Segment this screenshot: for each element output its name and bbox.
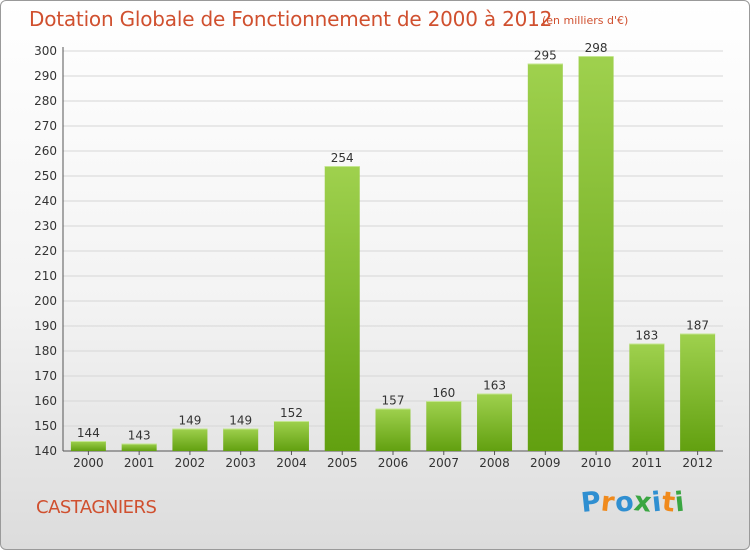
y-tick-label: 190	[34, 319, 57, 333]
x-tick-label: 2002	[175, 456, 206, 470]
y-tick-label: 230	[34, 219, 57, 233]
bar	[324, 166, 360, 451]
bar	[172, 428, 208, 451]
bar	[629, 343, 665, 451]
bar	[477, 393, 513, 451]
x-tick-label: 2003	[225, 456, 256, 470]
bar	[426, 401, 462, 451]
x-tick-label: 2011	[632, 456, 663, 470]
data-label: 144	[77, 426, 100, 440]
data-label: 143	[128, 429, 151, 443]
data-label: 152	[280, 406, 303, 420]
data-label: 298	[585, 41, 608, 55]
y-tick-label: 280	[34, 94, 57, 108]
data-label: 157	[382, 394, 405, 408]
x-tick-label: 2004	[276, 456, 307, 470]
data-label: 163	[483, 379, 506, 393]
y-tick-label: 220	[34, 244, 57, 258]
x-tick-label: 2008	[479, 456, 510, 470]
y-tick-label: 210	[34, 269, 57, 283]
proxiti-logo[interactable]: Proxiti	[579, 486, 687, 519]
x-tick-label: 2000	[73, 456, 104, 470]
data-label: 149	[178, 414, 201, 428]
x-tick-label: 2009	[530, 456, 561, 470]
data-label: 295	[534, 49, 557, 63]
data-label: 149	[229, 414, 252, 428]
x-tick-label: 2001	[124, 456, 155, 470]
bar	[223, 428, 259, 451]
commune-name: CASTAGNIERS	[36, 497, 157, 518]
x-tick-label: 2006	[378, 456, 409, 470]
y-tick-label: 180	[34, 344, 57, 358]
y-tick-label: 260	[34, 144, 57, 158]
y-tick-label: 290	[34, 69, 57, 83]
y-tick-label: 300	[34, 44, 57, 58]
x-tick-label: 2012	[682, 456, 713, 470]
chart-title: Dotation Globale de Fonctionnement de 20…	[29, 7, 553, 31]
logo-letter: i	[673, 486, 687, 519]
data-label: 183	[635, 329, 658, 343]
bar	[527, 63, 563, 451]
bar	[121, 443, 157, 451]
y-tick-label: 240	[34, 194, 57, 208]
x-tick-label: 2007	[428, 456, 459, 470]
y-tick-label: 170	[34, 369, 57, 383]
x-tick-label: 2005	[327, 456, 358, 470]
bar	[578, 56, 614, 451]
bar	[273, 421, 309, 451]
y-tick-label: 150	[34, 419, 57, 433]
data-label: 160	[432, 386, 455, 400]
x-tick-label: 2010	[581, 456, 612, 470]
data-label: 187	[686, 319, 709, 333]
y-tick-label: 140	[34, 444, 57, 458]
y-tick-label: 160	[34, 394, 57, 408]
chart-subtitle: (en milliers d'€)	[542, 14, 629, 27]
y-tick-label: 200	[34, 294, 57, 308]
data-label: 254	[331, 151, 354, 165]
y-tick-label: 250	[34, 169, 57, 183]
bar	[375, 408, 411, 451]
bar	[70, 441, 106, 451]
bar	[680, 333, 716, 451]
y-tick-label: 270	[34, 119, 57, 133]
